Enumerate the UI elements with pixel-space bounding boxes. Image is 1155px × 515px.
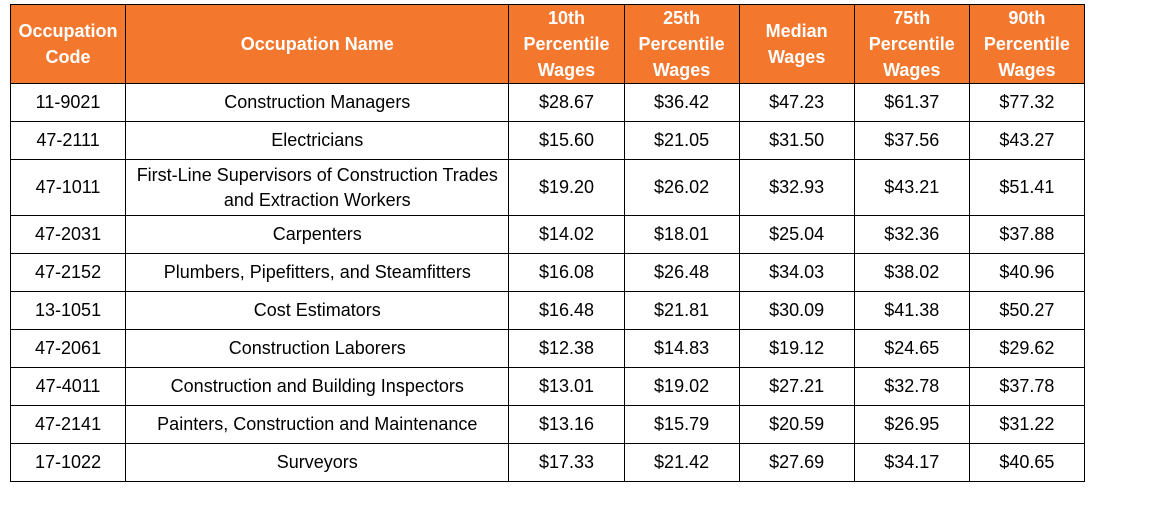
cell-occupation-code: 47-4011 — [9, 367, 127, 406]
header-10th-percentile: 10th Percentile Wages — [508, 4, 625, 84]
header-occupation-code: Occupation Code — [9, 4, 127, 84]
cell-10th-percentile: $12.38 — [508, 329, 625, 368]
cell-10th-percentile: $19.20 — [508, 159, 625, 216]
cell-occupation-name: Plumbers, Pipefitters, and Steamfitters — [125, 253, 510, 292]
cell-25th-percentile: $21.05 — [623, 121, 740, 160]
cell-90th-percentile: $77.32 — [968, 83, 1086, 122]
cell-90th-percentile: $40.96 — [968, 253, 1086, 292]
cell-25th-percentile: $36.42 — [623, 83, 740, 122]
table-row: 13-1051 Cost Estimators $16.48 $21.81 $3… — [9, 291, 1086, 330]
cell-90th-percentile: $51.41 — [968, 159, 1086, 216]
cell-occupation-code: 47-2031 — [9, 215, 127, 254]
cell-occupation-code: 17-1022 — [9, 443, 127, 482]
cell-median: $47.23 — [738, 83, 855, 122]
table-row: 47-2031 Carpenters $14.02 $18.01 $25.04 … — [9, 215, 1086, 254]
table-row: 47-1011 First-Line Supervisors of Constr… — [9, 159, 1086, 216]
header-median: Median Wages — [738, 4, 855, 84]
table-header: Occupation Code Occupation Name 10th Per… — [9, 4, 1086, 84]
cell-90th-percentile: $43.27 — [968, 121, 1086, 160]
header-row: Occupation Code Occupation Name 10th Per… — [9, 4, 1086, 84]
cell-median: $30.09 — [738, 291, 855, 330]
cell-90th-percentile: $29.62 — [968, 329, 1086, 368]
header-90th-percentile: 90th Percentile Wages — [968, 4, 1086, 84]
cell-occupation-code: 13-1051 — [9, 291, 127, 330]
cell-median: $27.69 — [738, 443, 855, 482]
cell-median: $19.12 — [738, 329, 855, 368]
header-occupation-name: Occupation Name — [125, 4, 510, 84]
cell-90th-percentile: $37.88 — [968, 215, 1086, 254]
table-row: 47-2141 Painters, Construction and Maint… — [9, 405, 1086, 444]
table-row: 47-2111 Electricians $15.60 $21.05 $31.5… — [9, 121, 1086, 160]
cell-occupation-name: Construction Managers — [125, 83, 510, 122]
cell-75th-percentile: $61.37 — [853, 83, 970, 122]
cell-occupation-code: 47-1011 — [9, 159, 127, 216]
cell-10th-percentile: $13.16 — [508, 405, 625, 444]
cell-occupation-name: Carpenters — [125, 215, 510, 254]
cell-10th-percentile: $16.08 — [508, 253, 625, 292]
table-row: 11-9021 Construction Managers $28.67 $36… — [9, 83, 1086, 122]
cell-10th-percentile: $16.48 — [508, 291, 625, 330]
cell-10th-percentile: $17.33 — [508, 443, 625, 482]
cell-occupation-code: 11-9021 — [9, 83, 127, 122]
cell-25th-percentile: $19.02 — [623, 367, 740, 406]
cell-median: $20.59 — [738, 405, 855, 444]
cell-occupation-name: Surveyors — [125, 443, 510, 482]
cell-median: $34.03 — [738, 253, 855, 292]
table-body: 11-9021 Construction Managers $28.67 $36… — [9, 83, 1086, 482]
cell-occupation-name: Cost Estimators — [125, 291, 510, 330]
cell-75th-percentile: $34.17 — [853, 443, 970, 482]
table-row: 47-2061 Construction Laborers $12.38 $14… — [9, 329, 1086, 368]
cell-90th-percentile: $31.22 — [968, 405, 1086, 444]
cell-occupation-name: Electricians — [125, 121, 510, 160]
header-75th-percentile: 75th Percentile Wages — [853, 4, 970, 84]
cell-75th-percentile: $38.02 — [853, 253, 970, 292]
cell-occupation-name: Construction and Building Inspectors — [125, 367, 510, 406]
cell-25th-percentile: $26.48 — [623, 253, 740, 292]
cell-25th-percentile: $21.42 — [623, 443, 740, 482]
table-row: 17-1022 Surveyors $17.33 $21.42 $27.69 $… — [9, 443, 1086, 482]
cell-median: $27.21 — [738, 367, 855, 406]
cell-90th-percentile: $37.78 — [968, 367, 1086, 406]
cell-75th-percentile: $24.65 — [853, 329, 970, 368]
cell-10th-percentile: $15.60 — [508, 121, 625, 160]
cell-75th-percentile: $32.36 — [853, 215, 970, 254]
cell-25th-percentile: $15.79 — [623, 405, 740, 444]
cell-25th-percentile: $26.02 — [623, 159, 740, 216]
cell-25th-percentile: $21.81 — [623, 291, 740, 330]
cell-occupation-name: Construction Laborers — [125, 329, 510, 368]
cell-75th-percentile: $32.78 — [853, 367, 970, 406]
cell-occupation-code: 47-2141 — [9, 405, 127, 444]
cell-occupation-code: 47-2111 — [9, 121, 127, 160]
cell-75th-percentile: $26.95 — [853, 405, 970, 444]
table-row: 47-4011 Construction and Building Inspec… — [9, 367, 1086, 406]
cell-10th-percentile: $13.01 — [508, 367, 625, 406]
cell-75th-percentile: $43.21 — [853, 159, 970, 216]
cell-median: $25.04 — [738, 215, 855, 254]
cell-10th-percentile: $28.67 — [508, 83, 625, 122]
header-25th-percentile: 25th Percentile Wages — [623, 4, 740, 84]
cell-occupation-code: 47-2061 — [9, 329, 127, 368]
cell-median: $31.50 — [738, 121, 855, 160]
cell-25th-percentile: $18.01 — [623, 215, 740, 254]
cell-10th-percentile: $14.02 — [508, 215, 625, 254]
cell-occupation-name: Painters, Construction and Maintenance — [125, 405, 510, 444]
cell-occupation-code: 47-2152 — [9, 253, 127, 292]
table-row: 47-2152 Plumbers, Pipefitters, and Steam… — [9, 253, 1086, 292]
cell-25th-percentile: $14.83 — [623, 329, 740, 368]
cell-75th-percentile: $41.38 — [853, 291, 970, 330]
cell-90th-percentile: $40.65 — [968, 443, 1086, 482]
cell-75th-percentile: $37.56 — [853, 121, 970, 160]
wages-table: Occupation Code Occupation Name 10th Per… — [9, 4, 1086, 482]
cell-median: $32.93 — [738, 159, 855, 216]
cell-occupation-name: First-Line Supervisors of Construction T… — [125, 159, 510, 216]
cell-90th-percentile: $50.27 — [968, 291, 1086, 330]
